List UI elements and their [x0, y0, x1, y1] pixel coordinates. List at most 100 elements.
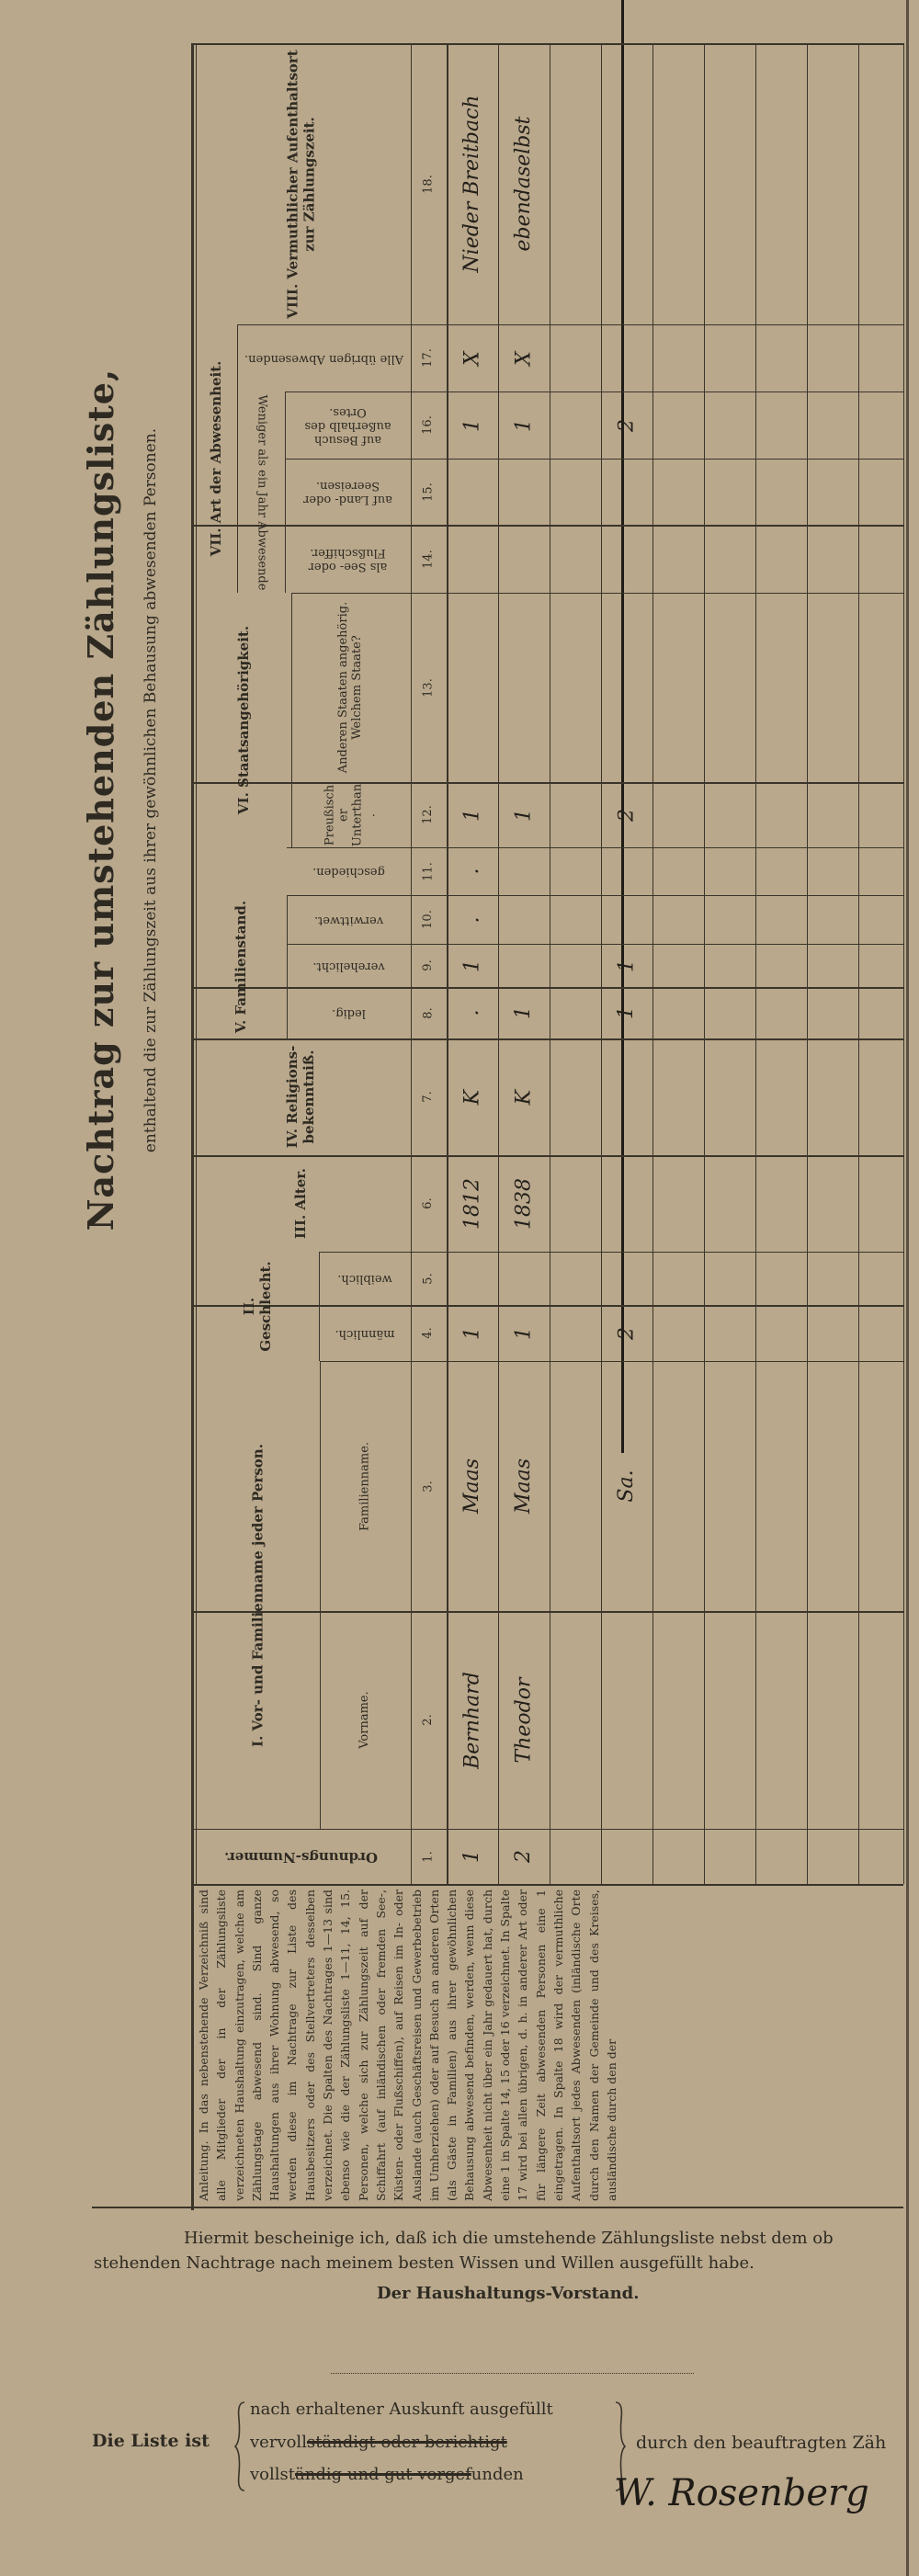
- cell-row1-col18: Nieder Breitbach: [460, 95, 484, 273]
- row-divider: [807, 43, 808, 1884]
- column-number-17: 17.: [421, 348, 436, 368]
- cell-row2-col8: 1: [512, 1006, 536, 1019]
- column-divider: [287, 895, 903, 896]
- sum-line: [621, 0, 624, 1453]
- signer-role: Der Haushaltungs-Vorstand.: [377, 2284, 640, 2303]
- column-header-6: III. Alter.: [291, 1167, 309, 1240]
- cell-row1-col8: .: [460, 1009, 484, 1016]
- right-brace: [615, 2401, 627, 2491]
- status-option-found-tail: unden: [471, 2465, 524, 2484]
- cell-row2-col16: 1: [512, 418, 536, 432]
- row-divider: [601, 43, 602, 1884]
- column-number-7: 7.: [421, 1091, 436, 1103]
- subgroup-header-vii: Weniger als ein Jahr Abwesende: [255, 394, 269, 590]
- cell-row4-col9: 1: [615, 959, 639, 972]
- cell-row1-col7: K: [460, 1089, 484, 1105]
- header-numrow-divider: [411, 43, 412, 1884]
- column-number-14: 14.: [421, 549, 436, 569]
- subgroup-divider: [285, 392, 286, 593]
- column-header-3: Familienname.: [357, 1441, 372, 1531]
- certification-line-1: Hiermit bescheinige ich, daß ich die ums…: [184, 2229, 834, 2248]
- cell-row2-col18: ebendaselbst: [512, 116, 536, 252]
- column-number-3: 3.: [421, 1480, 436, 1492]
- group-divider: [237, 324, 238, 593]
- cell-row2-col6: 1838: [512, 1177, 536, 1230]
- cell-row2-col3: Maas: [512, 1458, 536, 1515]
- cell-row1-col17: X: [460, 350, 484, 366]
- column-divider: [191, 1611, 903, 1613]
- instructions-text: Anleitung. In das nebenstehende Verzeich…: [197, 1889, 618, 2201]
- column-header-13: Anderen Staaten angehörig. Welchem Staat…: [336, 601, 364, 774]
- column-header-9: verehelicht.: [312, 959, 385, 973]
- column-header-8: ledig.: [332, 1006, 366, 1021]
- column-number-10: 10.: [421, 910, 436, 929]
- group-header-VI: VI. Staatsangehörigkeit.: [234, 625, 252, 815]
- column-number-5: 5.: [421, 1272, 436, 1285]
- column-number-6: 6.: [421, 1197, 436, 1209]
- column-header-16: auf Besuch außerhalb des Ortes.: [304, 405, 391, 447]
- cell-row2-col2: Theodor: [512, 1677, 536, 1763]
- column-number-2: 2.: [421, 1714, 436, 1726]
- column-number-4: 4.: [421, 1327, 436, 1339]
- column-divider: [191, 1155, 903, 1157]
- group-header-II: II. Geschlecht.: [241, 1261, 274, 1352]
- cell-row4-col12: 2: [615, 808, 639, 822]
- cell-row4-col4: 2: [615, 1326, 639, 1340]
- column-header-1: Ordnungs-Nummer.: [224, 1848, 378, 1866]
- status-option-found-complete: vollständig und gut vorgefunden: [250, 2465, 524, 2484]
- group-divider: [320, 1361, 321, 1829]
- column-number-11: 11.: [421, 861, 436, 881]
- status-option-completed: nach erhaltener Auskunft ausgefüllt: [250, 2400, 553, 2419]
- cell-row1-col10: .: [460, 916, 484, 923]
- group-divider: [291, 593, 292, 847]
- row-divider: [704, 43, 705, 1884]
- column-number-13: 13.: [421, 677, 436, 698]
- column-header-15: auf Land- oder Seereisen.: [303, 479, 392, 506]
- instructions-bottom-line: [92, 2207, 903, 2208]
- column-divider: [237, 324, 903, 325]
- cell-row1-col9: 1: [460, 959, 484, 972]
- status-option-amended: vervollständigt oder berichtigt: [250, 2433, 507, 2452]
- cell-row4-col3: Sa.: [615, 1470, 639, 1503]
- enumerator-signature: W. Rosenberg: [614, 2472, 869, 2514]
- cell-row1-col1: 1: [460, 1850, 484, 1863]
- cell-row1-col16: 1: [460, 418, 484, 432]
- group-header-V: V. Familienstand.: [233, 900, 250, 1034]
- group-header-I: I. Vor- und Familienname jeder Person.: [249, 1443, 267, 1747]
- column-header-10: verwittwet.: [313, 913, 384, 927]
- row-divider: [755, 43, 756, 1884]
- enumerator-label: durch den beauftragten Zäh: [636, 2433, 887, 2453]
- column-number-12: 12.: [421, 805, 436, 824]
- cell-row1-col4: 1: [460, 1326, 484, 1340]
- list-status-label: Die Liste ist: [92, 2431, 210, 2451]
- column-divider: [191, 43, 903, 45]
- column-header-12: Preußischer Unterthan.: [323, 783, 378, 846]
- cell-row1-col2: Bernhard: [460, 1671, 484, 1769]
- column-divider: [287, 944, 903, 945]
- status-option-amended-text: vervoll: [250, 2433, 307, 2452]
- group-header-VII: VII. Art der Abwesenheit.: [208, 360, 225, 557]
- column-number-9: 9.: [421, 959, 436, 971]
- cell-row1-col12: 1: [460, 808, 484, 822]
- certification-line-2: stehenden Nachtrage nach meinem besten W…: [94, 2253, 754, 2273]
- status-option-found-struck: ändig und gut vorgef: [295, 2465, 471, 2484]
- cell-row2-col4: 1: [512, 1326, 536, 1340]
- column-header-14: als See- oder Flußschiffer.: [308, 546, 388, 573]
- left-brace: [233, 2401, 245, 2491]
- cell-row4-col8: 1: [615, 1006, 639, 1019]
- column-number-8: 8.: [421, 1006, 436, 1019]
- column-divider: [319, 1252, 903, 1253]
- row-divider: [652, 43, 653, 1884]
- column-divider: [191, 525, 903, 527]
- signature-line: [331, 2373, 694, 2375]
- cell-row2-col1: 2: [512, 1850, 536, 1863]
- group-divider: [319, 1252, 320, 1361]
- row-divider: [903, 43, 904, 1884]
- table-border-left-inner: [196, 43, 197, 1884]
- column-number-16: 16.: [421, 415, 436, 435]
- column-header-2: Vorname.: [357, 1691, 372, 1749]
- table-border-left: [191, 43, 194, 2210]
- column-number-1: 1.: [421, 1850, 436, 1863]
- form-subtitle: enthaltend die zur Zählungszeit aus ihre…: [142, 427, 161, 1153]
- column-header-18: VIII. Vermuthlicher Aufenthaltsort zur Z…: [284, 49, 317, 319]
